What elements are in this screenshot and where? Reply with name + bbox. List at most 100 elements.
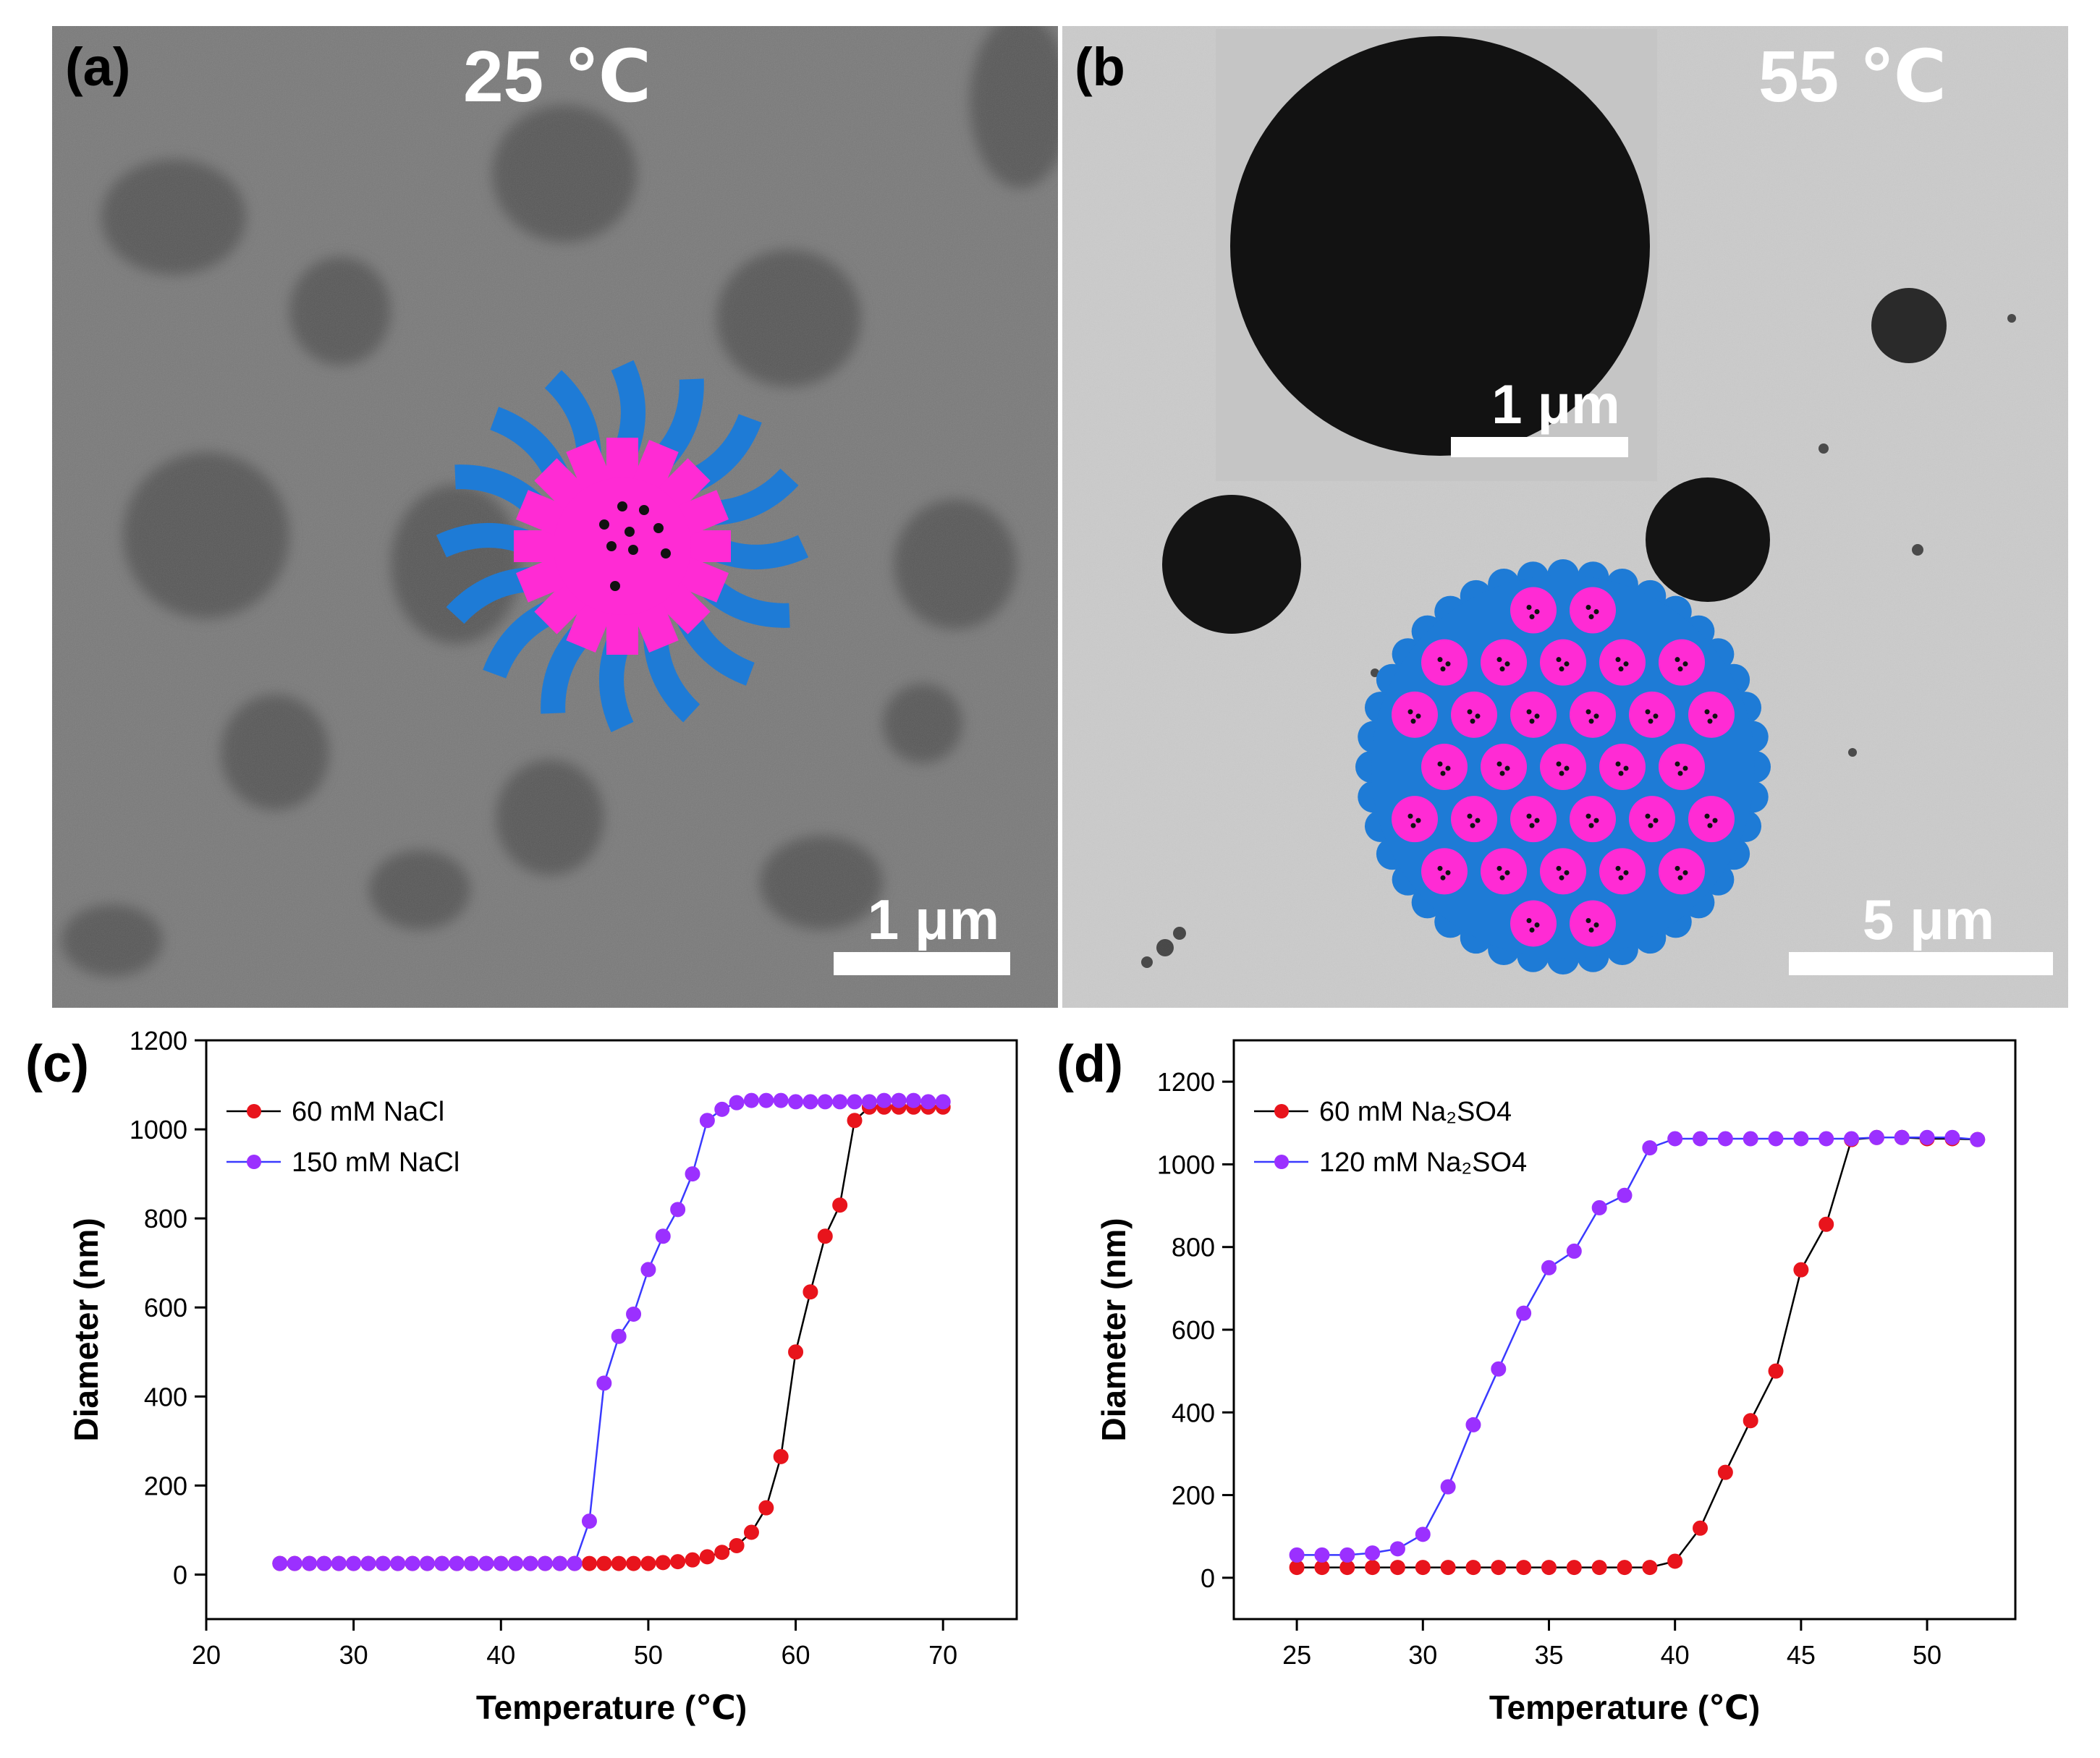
data-point	[905, 1092, 921, 1108]
data-point	[1465, 1560, 1481, 1576]
drug-dot	[1437, 761, 1443, 767]
data-point	[714, 1101, 730, 1117]
aggregate-micelle	[1510, 587, 1557, 634]
data-point	[1591, 1199, 1607, 1215]
x-tick-label: 20	[192, 1640, 221, 1670]
data-point	[1894, 1129, 1910, 1145]
data-point	[1844, 1131, 1860, 1147]
data-point	[1389, 1560, 1405, 1576]
data-point	[596, 1375, 612, 1391]
data-point	[1365, 1545, 1381, 1561]
data-point	[817, 1094, 833, 1110]
drug-dot	[1707, 718, 1713, 724]
data-point	[567, 1555, 583, 1571]
data-point	[640, 1262, 656, 1278]
drug-dot	[1526, 605, 1532, 611]
drug-dot	[1712, 818, 1718, 823]
y-axis-label: Diameter (nm)	[1095, 1218, 1132, 1441]
data-point	[670, 1554, 686, 1570]
data-point	[1289, 1547, 1305, 1563]
data-point	[640, 1555, 656, 1571]
data-point	[1491, 1361, 1507, 1377]
data-point	[1415, 1526, 1431, 1542]
legend-label: 150 mM NaCl	[292, 1147, 460, 1178]
legend-marker	[1274, 1104, 1289, 1118]
drug-dot	[1415, 818, 1421, 823]
aggregate-micelle	[1599, 639, 1646, 686]
panel-d-label: (d)	[1057, 1035, 1123, 1093]
aggregate-micelle	[1481, 744, 1527, 790]
aggregate-micelle	[1688, 796, 1735, 843]
aggregate-micelle	[1481, 848, 1527, 895]
drug-dot	[1529, 823, 1535, 828]
data-point	[1768, 1131, 1784, 1147]
aggregate-micelle	[1510, 691, 1557, 738]
data-point	[449, 1555, 465, 1571]
data-point	[655, 1555, 671, 1571]
legend-label: 60 mM Na₂SO4	[1319, 1097, 1512, 1127]
drug-dot	[1559, 875, 1565, 880]
aggregate-micelle	[1599, 848, 1646, 895]
panel-c-label: (c)	[25, 1035, 89, 1093]
drug-dot	[610, 581, 620, 591]
drug-dot	[1588, 718, 1594, 724]
drug-dot	[628, 545, 638, 555]
aggregate-micelle	[1570, 691, 1616, 738]
drug-dot	[1499, 666, 1505, 672]
aggregate-micelle	[1392, 691, 1438, 738]
drug-dot	[1588, 927, 1594, 933]
y-tick-label: 1000	[130, 1115, 187, 1145]
data-point	[685, 1166, 700, 1182]
aggregate-micelle	[1540, 639, 1586, 686]
data-point	[1819, 1216, 1834, 1232]
data-point	[1516, 1560, 1532, 1576]
panel-a-temperature: 25 ℃	[463, 36, 651, 117]
drug-dot	[653, 523, 664, 533]
drug-dot	[1534, 922, 1540, 927]
data-point	[302, 1555, 318, 1571]
data-point	[758, 1500, 774, 1516]
data-point	[861, 1094, 877, 1110]
drug-dot	[661, 548, 671, 559]
drug-dot	[1437, 657, 1443, 663]
data-point	[611, 1555, 627, 1571]
drug-dot	[1534, 713, 1540, 719]
aggregate-micelle	[1659, 639, 1705, 686]
y-tick-label: 200	[1172, 1481, 1215, 1511]
drug-dot	[1593, 713, 1599, 719]
data-point	[655, 1228, 671, 1244]
panel-b-label: (b	[1075, 37, 1125, 97]
x-tick-label: 50	[634, 1640, 663, 1670]
data-point	[1642, 1140, 1658, 1156]
data-point	[1440, 1479, 1456, 1495]
drug-dot	[1556, 761, 1562, 767]
drug-dot	[1677, 770, 1683, 776]
x-tick-label: 40	[1661, 1640, 1690, 1670]
drug-dot	[1559, 666, 1565, 672]
x-tick-label: 30	[1408, 1640, 1437, 1670]
x-tick-label: 60	[782, 1640, 810, 1670]
data-point	[817, 1228, 833, 1244]
drug-dot	[1648, 718, 1654, 724]
panel-a-scale-bar	[834, 952, 1010, 975]
panel-b-inset-scale-label: 1 μm	[1491, 374, 1620, 436]
drug-dot	[1534, 609, 1540, 615]
drug-dot	[1585, 605, 1591, 611]
data-point	[1541, 1260, 1557, 1275]
data-point	[743, 1092, 759, 1108]
data-point	[1819, 1131, 1834, 1147]
drug-dot	[1556, 865, 1562, 871]
aggregate-micelle	[1451, 796, 1497, 843]
data-point	[434, 1555, 450, 1571]
data-point	[773, 1092, 789, 1108]
aggregate-micelle	[1421, 639, 1468, 686]
drug-dot	[1593, 922, 1599, 927]
aggregate-micelle	[1688, 691, 1735, 738]
y-tick-label: 1200	[1157, 1067, 1215, 1097]
panel-b-scale-label: 5 μm	[1863, 888, 1994, 951]
drug-dot	[1704, 813, 1710, 819]
data-point	[1541, 1560, 1557, 1576]
drug-dot	[1526, 917, 1532, 923]
aggregate-micelle	[1540, 848, 1586, 895]
